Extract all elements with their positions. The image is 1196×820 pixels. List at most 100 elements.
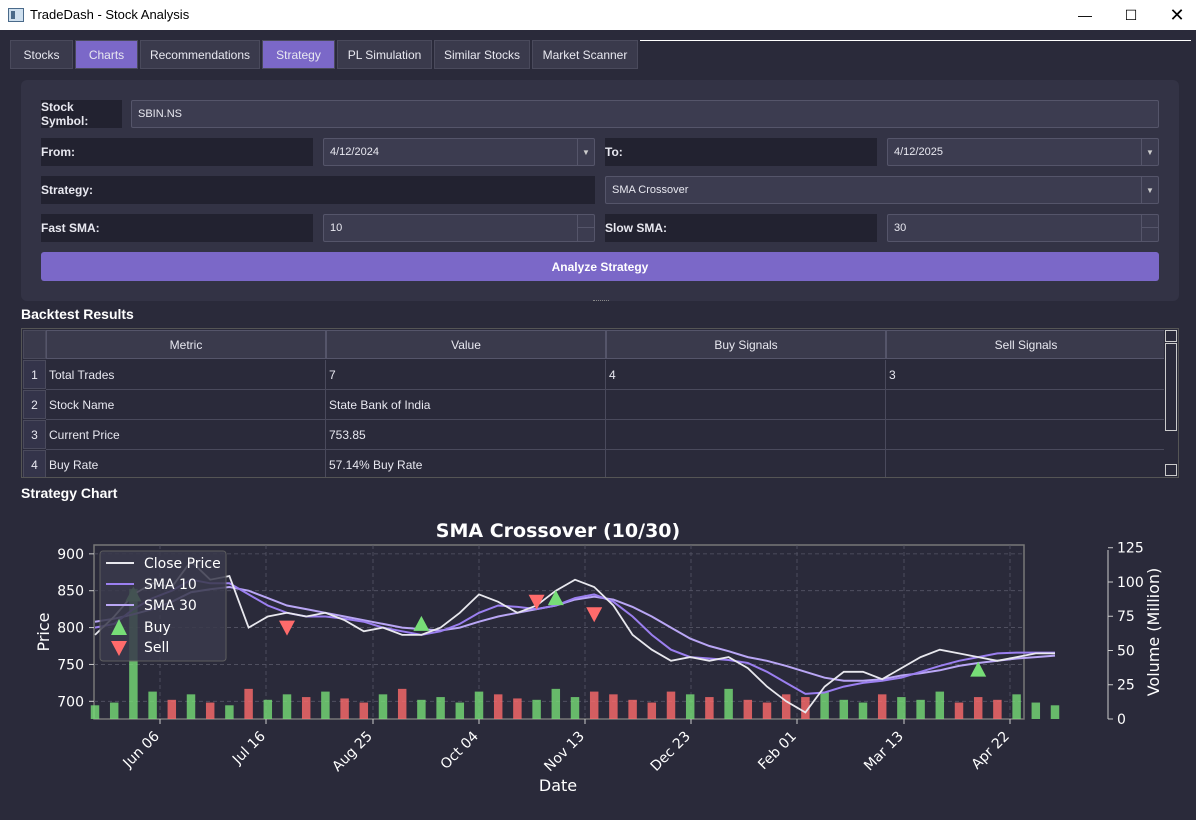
volume-bar bbox=[1012, 694, 1021, 719]
y2-axis-label: Volume (Million) bbox=[1144, 568, 1163, 697]
table-cell[interactable] bbox=[886, 450, 1166, 477]
volume-bar bbox=[90, 705, 100, 719]
legend-label: SMA 10 bbox=[144, 577, 197, 593]
minimize-button[interactable]: — bbox=[1078, 7, 1092, 23]
splitter-handle[interactable] bbox=[593, 300, 609, 304]
scroll-down-arrow-icon[interactable] bbox=[1165, 464, 1177, 476]
table-cell[interactable] bbox=[606, 420, 886, 450]
table-cell[interactable]: 3 bbox=[886, 360, 1166, 390]
volume-bar bbox=[724, 688, 733, 719]
legend-label: Buy bbox=[144, 620, 171, 636]
row-header[interactable]: 4 bbox=[23, 450, 46, 477]
table-cell[interactable]: 4 bbox=[606, 360, 886, 390]
slow-sma-spinbox[interactable]: 30 bbox=[887, 214, 1159, 242]
table-cell[interactable]: State Bank of India bbox=[326, 390, 606, 420]
window-title: TradeDash - Stock Analysis bbox=[30, 7, 190, 22]
spinner-arrows-icon[interactable] bbox=[1141, 215, 1158, 241]
fast-sma-value: 10 bbox=[330, 222, 343, 234]
tab-strategy[interactable]: Strategy bbox=[262, 40, 335, 69]
from-date-picker[interactable]: 4/12/2024 ▼ bbox=[323, 138, 595, 166]
table-cell[interactable]: Total Trades bbox=[46, 360, 326, 390]
x-tick-label: Jun 06 bbox=[120, 728, 163, 771]
volume-bar bbox=[493, 694, 503, 719]
volume-bar bbox=[148, 691, 157, 719]
volume-bar bbox=[532, 699, 541, 719]
table-cell[interactable]: Current Price bbox=[46, 420, 326, 450]
volume-bar bbox=[263, 699, 273, 719]
table-cell[interactable] bbox=[886, 420, 1166, 450]
buy-signal-marker bbox=[413, 615, 430, 631]
table-cell[interactable]: Buy Rate bbox=[46, 450, 326, 477]
from-label: From: bbox=[41, 138, 313, 166]
column-header-sell-signals[interactable]: Sell Signals bbox=[886, 330, 1166, 359]
scroll-thumb[interactable] bbox=[1165, 343, 1177, 431]
volume-bar bbox=[436, 697, 445, 719]
tab-market-scanner[interactable]: Market Scanner bbox=[532, 40, 638, 69]
volume-bar bbox=[321, 691, 330, 719]
table-cell[interactable] bbox=[886, 390, 1166, 420]
scroll-up-arrow-icon[interactable] bbox=[1165, 330, 1177, 342]
volume-bar bbox=[186, 694, 196, 719]
buy-signal-marker bbox=[970, 661, 987, 677]
volume-bar bbox=[781, 694, 791, 719]
table-cell[interactable]: Stock Name bbox=[46, 390, 326, 420]
table-cell[interactable] bbox=[606, 450, 886, 477]
tab-stocks[interactable]: Stocks bbox=[10, 40, 73, 69]
buy-signal-marker bbox=[547, 590, 564, 606]
sell-signal-marker bbox=[279, 620, 295, 636]
volume-bar bbox=[916, 699, 925, 719]
close-button[interactable]: ✕ bbox=[1169, 4, 1185, 25]
results-table: Metric Value Buy Signals Sell Signals 1 … bbox=[21, 328, 1179, 478]
volume-bar bbox=[935, 691, 945, 719]
legend-buy-marker bbox=[111, 619, 127, 635]
spinner-arrows-icon[interactable] bbox=[577, 215, 594, 241]
table-cell[interactable] bbox=[606, 390, 886, 420]
tab-pl-simulation[interactable]: PL Simulation bbox=[337, 40, 432, 69]
maximize-button[interactable]: ☐ bbox=[1124, 6, 1138, 23]
row-header[interactable]: 2 bbox=[23, 390, 46, 419]
table-cell[interactable]: 7 bbox=[326, 360, 606, 390]
row-header[interactable]: 3 bbox=[23, 420, 46, 449]
sell-signal-marker bbox=[528, 594, 545, 610]
x-tick-label: Dec 23 bbox=[648, 729, 694, 775]
y-axis-label: Price bbox=[34, 612, 53, 651]
chevron-down-icon[interactable]: ▼ bbox=[1141, 177, 1158, 203]
row-header[interactable]: 1 bbox=[23, 360, 46, 389]
backtest-results-title: Backtest Results bbox=[21, 306, 134, 322]
table-cell[interactable]: 753.85 bbox=[326, 420, 606, 450]
tab-charts[interactable]: Charts bbox=[75, 40, 138, 69]
tab-bar-line bbox=[640, 40, 1191, 41]
to-date-picker[interactable]: 4/12/2025 ▼ bbox=[887, 138, 1159, 166]
chevron-down-icon[interactable]: ▼ bbox=[1141, 139, 1158, 165]
volume-bar bbox=[570, 697, 580, 719]
volume-bar bbox=[1031, 702, 1041, 719]
table-cell[interactable]: 57.14% Buy Rate bbox=[326, 450, 606, 477]
fast-sma-spinbox[interactable]: 10 bbox=[323, 214, 595, 242]
table-corner[interactable] bbox=[23, 330, 46, 359]
volume-bar bbox=[378, 694, 388, 719]
slow-sma-label: Slow SMA: bbox=[605, 214, 877, 242]
column-header-value[interactable]: Value bbox=[326, 330, 606, 359]
volume-bar bbox=[205, 702, 215, 719]
tab-similar-stocks[interactable]: Similar Stocks bbox=[434, 40, 530, 69]
chevron-down-icon[interactable]: ▼ bbox=[577, 139, 594, 165]
analyze-strategy-button[interactable]: Analyze Strategy bbox=[41, 252, 1159, 281]
app-icon bbox=[8, 8, 24, 22]
stock-symbol-input[interactable]: SBIN.NS bbox=[131, 100, 1159, 128]
column-header-metric[interactable]: Metric bbox=[46, 330, 326, 359]
volume-bar bbox=[820, 691, 829, 719]
table-scrollbar[interactable] bbox=[1164, 329, 1178, 477]
strategy-select[interactable]: SMA Crossover ▼ bbox=[605, 176, 1159, 204]
volume-bar bbox=[705, 697, 714, 719]
volume-bar bbox=[993, 699, 1002, 719]
y2-tick-label: 125 bbox=[1117, 541, 1144, 557]
x-tick-label: Aug 25 bbox=[329, 729, 375, 775]
volume-bar bbox=[301, 697, 311, 719]
column-header-buy-signals[interactable]: Buy Signals bbox=[606, 330, 886, 359]
volume-bar bbox=[628, 699, 637, 719]
tab-recommendations[interactable]: Recommendations bbox=[140, 40, 260, 69]
volume-bar bbox=[839, 699, 849, 719]
y-tick-label: 900 bbox=[57, 547, 84, 563]
volume-bar bbox=[225, 705, 234, 719]
stock-symbol-label: Stock Symbol: bbox=[41, 100, 122, 128]
